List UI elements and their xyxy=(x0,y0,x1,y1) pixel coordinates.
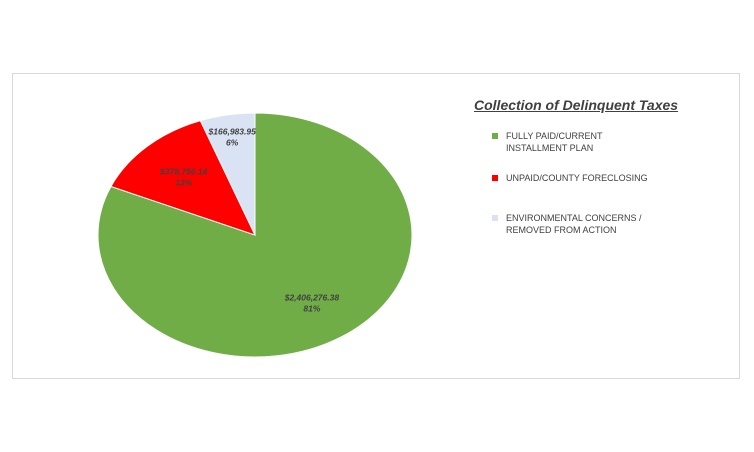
slice-percent-label: 13% xyxy=(175,178,192,188)
legend-swatch xyxy=(492,133,498,139)
slice-value-label: $378,756.14 xyxy=(159,167,208,177)
pie-slice xyxy=(199,112,256,236)
legend-swatch xyxy=(492,215,498,221)
legend-label-line: INSTALLMENT PLAN xyxy=(506,143,594,153)
legend-item-environmental: ENVIRONMENTAL CONCERNS / REMOVED FROM AC… xyxy=(492,212,722,236)
legend-item-unpaid: UNPAID/COUNTY FORECLOSING xyxy=(492,172,722,184)
slice-percent-label: 6% xyxy=(226,138,239,148)
legend-label-line: UNPAID/COUNTY FORECLOSING xyxy=(506,173,648,183)
chart-title: Collection of Delinquent Taxes xyxy=(474,97,679,113)
legend-label-line: REMOVED FROM ACTION xyxy=(506,225,617,235)
slice-value-label: $166,983.95 xyxy=(208,127,257,137)
slice-value-label: $2,406,276.38 xyxy=(284,292,340,302)
legend-label-line: ENVIRONMENTAL CONCERNS / xyxy=(506,213,642,223)
legend-item-fully-paid: FULLY PAID/CURRENT INSTALLMENT PLAN xyxy=(492,130,722,154)
slice-percent-label: 81% xyxy=(303,303,320,313)
legend-swatch xyxy=(492,175,498,181)
pie-slice xyxy=(110,120,256,236)
legend-label-line: FULLY PAID/CURRENT xyxy=(506,131,603,141)
